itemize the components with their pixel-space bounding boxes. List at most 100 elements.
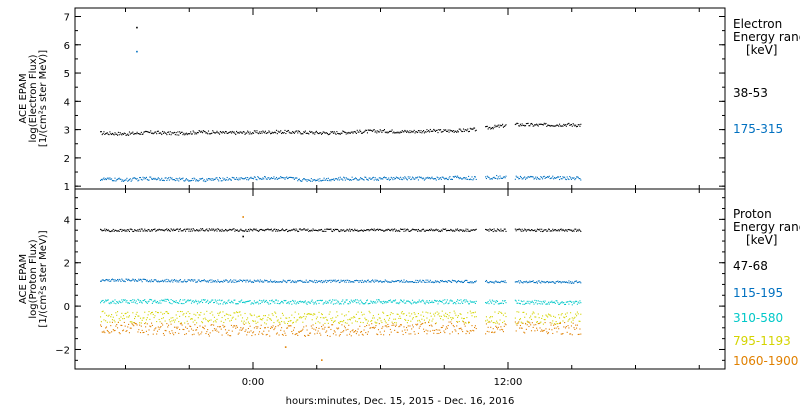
data-point [497,176,499,178]
data-point [374,321,376,323]
data-point [197,180,199,182]
data-point [254,320,256,322]
data-point [409,130,411,132]
data-point [302,179,304,181]
data-point [552,281,554,283]
data-point [249,325,251,327]
data-point [262,281,264,283]
data-point [269,300,271,302]
data-point [373,129,375,131]
data-point [360,132,363,134]
data-point [332,324,334,326]
data-point [421,177,423,179]
data-point [156,321,158,323]
data-point [451,317,453,319]
data-point [237,230,239,232]
data-point [146,317,148,319]
data-point [196,312,198,314]
data-point [272,177,274,179]
data-point [495,177,497,180]
data-point [231,330,233,332]
data-point [145,130,147,132]
data-point [155,301,157,303]
data-point [485,333,487,335]
data-point [238,300,240,302]
series-38-53 [100,26,582,136]
data-point [390,176,392,178]
data-point [542,230,544,232]
data-point [502,230,504,232]
data-point [515,300,517,302]
data-point [259,327,261,329]
data-point [292,299,294,301]
data-point [264,300,266,302]
data-point [390,312,392,314]
data-point [323,131,325,133]
data-point [379,129,381,131]
data-point [100,179,102,182]
data-point [270,228,272,230]
data-point [174,229,176,231]
data-point [450,299,452,301]
data-point [260,281,262,283]
data-point [467,331,469,333]
data-point [528,228,530,231]
data-point [190,299,192,301]
data-point [174,280,176,282]
data-point [527,302,529,304]
data-point [564,303,566,306]
data-point [395,132,397,134]
data-point [430,315,432,317]
data-point [310,131,312,133]
data-point [406,326,408,329]
data-point [566,301,568,303]
data-point [219,230,221,232]
data-point [158,178,160,180]
data-point [414,178,416,180]
data-point [411,281,414,283]
data-point [530,175,532,178]
data-point [118,278,120,280]
data-point [243,279,245,282]
data-point [412,228,414,230]
data-point [227,229,229,231]
data-point [167,178,169,180]
data-point [345,133,347,135]
data-point [332,299,334,301]
data-point [537,323,539,325]
data-point [107,315,109,317]
data-point [111,178,113,180]
data-point [304,130,306,132]
data-point [549,322,551,324]
data-point [277,300,279,302]
data-point [375,302,377,304]
data-point [130,180,132,182]
data-point [447,129,449,131]
data-point [190,228,193,230]
data-point [423,179,425,181]
data-point [415,323,417,325]
data-point [455,228,457,230]
data-point [473,312,475,314]
data-point [363,313,365,315]
data-point [547,124,550,126]
data-point [394,299,397,301]
data-point [411,324,414,326]
data-point [540,282,542,284]
data-point [276,133,278,135]
data-point [381,229,383,231]
outlier-point [321,359,323,361]
data-point [366,132,368,134]
data-point [191,318,193,320]
data-point [556,323,558,325]
data-point [165,132,167,134]
data-point [262,229,264,231]
data-point [252,230,254,232]
data-point [551,230,553,232]
data-point [570,281,572,283]
data-point [111,230,113,232]
data-point [500,125,502,127]
data-point [244,133,246,135]
data-point [421,281,423,283]
data-point [542,124,544,126]
